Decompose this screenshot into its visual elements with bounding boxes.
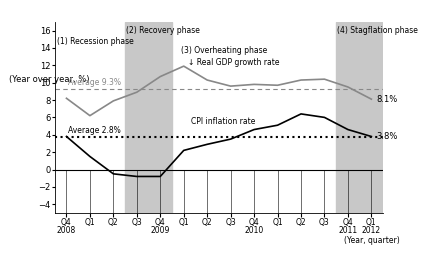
Text: (2) Recovery phase: (2) Recovery phase — [126, 26, 200, 35]
Text: Average 9.3%: Average 9.3% — [68, 78, 121, 87]
Text: 2008: 2008 — [57, 226, 76, 235]
Text: CPI inflation rate: CPI inflation rate — [191, 117, 255, 126]
Text: Average 2.8%: Average 2.8% — [68, 126, 120, 135]
Text: (1) Recession phase: (1) Recession phase — [57, 37, 134, 46]
Text: 8.1%: 8.1% — [376, 95, 397, 104]
Text: ↓ Real GDP growth rate: ↓ Real GDP growth rate — [189, 58, 280, 67]
Text: 2009: 2009 — [151, 226, 170, 235]
Bar — [336, 22, 383, 213]
Text: (Year over year, %): (Year over year, %) — [9, 75, 89, 84]
Bar — [125, 22, 172, 213]
Text: (Year, quarter): (Year, quarter) — [344, 236, 400, 245]
Text: 3.8%: 3.8% — [376, 132, 397, 141]
Text: 2012: 2012 — [362, 226, 381, 235]
Text: (4) Stagflation phase: (4) Stagflation phase — [337, 26, 418, 35]
Text: 2010: 2010 — [245, 226, 264, 235]
Text: (3) Overheating phase: (3) Overheating phase — [181, 46, 268, 55]
Text: 2011: 2011 — [338, 226, 357, 235]
